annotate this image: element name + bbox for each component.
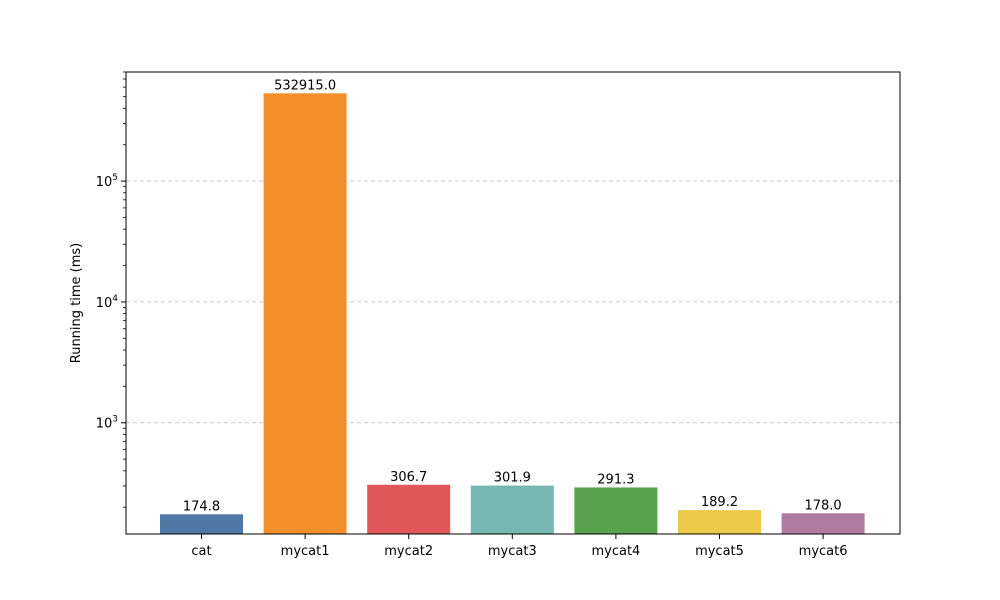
x-tick-label: mycat2 <box>384 544 433 559</box>
bar-value-label: 306.7 <box>390 470 427 485</box>
bar-mycat1 <box>263 93 347 534</box>
plot-background <box>126 72 900 534</box>
y-tick-label: 103 <box>96 415 118 432</box>
bar-mycat6 <box>781 513 865 534</box>
x-tick-label: mycat3 <box>488 544 537 559</box>
x-tick-label: mycat4 <box>591 544 640 559</box>
bar-mycat5 <box>678 510 761 534</box>
x-tick-label: mycat5 <box>695 544 744 559</box>
bar-mycat3 <box>470 485 554 534</box>
bar-value-labels: 174.8 532915.0 306.7 301.9 291.3 189.2 178.0 <box>183 78 842 514</box>
x-tick-label: mycat1 <box>281 544 330 559</box>
bar-value-label: 178.0 <box>804 498 841 513</box>
bar-mycat4 <box>574 487 658 534</box>
bar-value-label: 189.2 <box>701 495 738 510</box>
bars <box>160 93 865 534</box>
plot-frame <box>125 71 901 535</box>
x-axis-ticks: cat mycat1 mycat2 mycat3 mycat4 mycat5 mycat6 <box>191 534 848 559</box>
bar-cat <box>160 514 243 534</box>
bar-value-label: 532915.0 <box>274 78 336 93</box>
gridlines <box>126 180 900 424</box>
bar-value-label: 291.3 <box>597 472 634 487</box>
x-tick-label: cat <box>191 544 211 559</box>
bar-value-label: 301.9 <box>494 471 531 486</box>
x-tick-label: mycat6 <box>799 544 848 559</box>
y-tick-label: 104 <box>96 294 119 311</box>
y-axis-ticks: 103 104 105 <box>96 71 126 508</box>
y-tick-label: 105 <box>96 173 118 190</box>
bar-mycat2 <box>367 484 451 534</box>
y-axis-label: Running time (ms) <box>69 243 84 364</box>
bar-value-label: 174.8 <box>183 499 220 514</box>
